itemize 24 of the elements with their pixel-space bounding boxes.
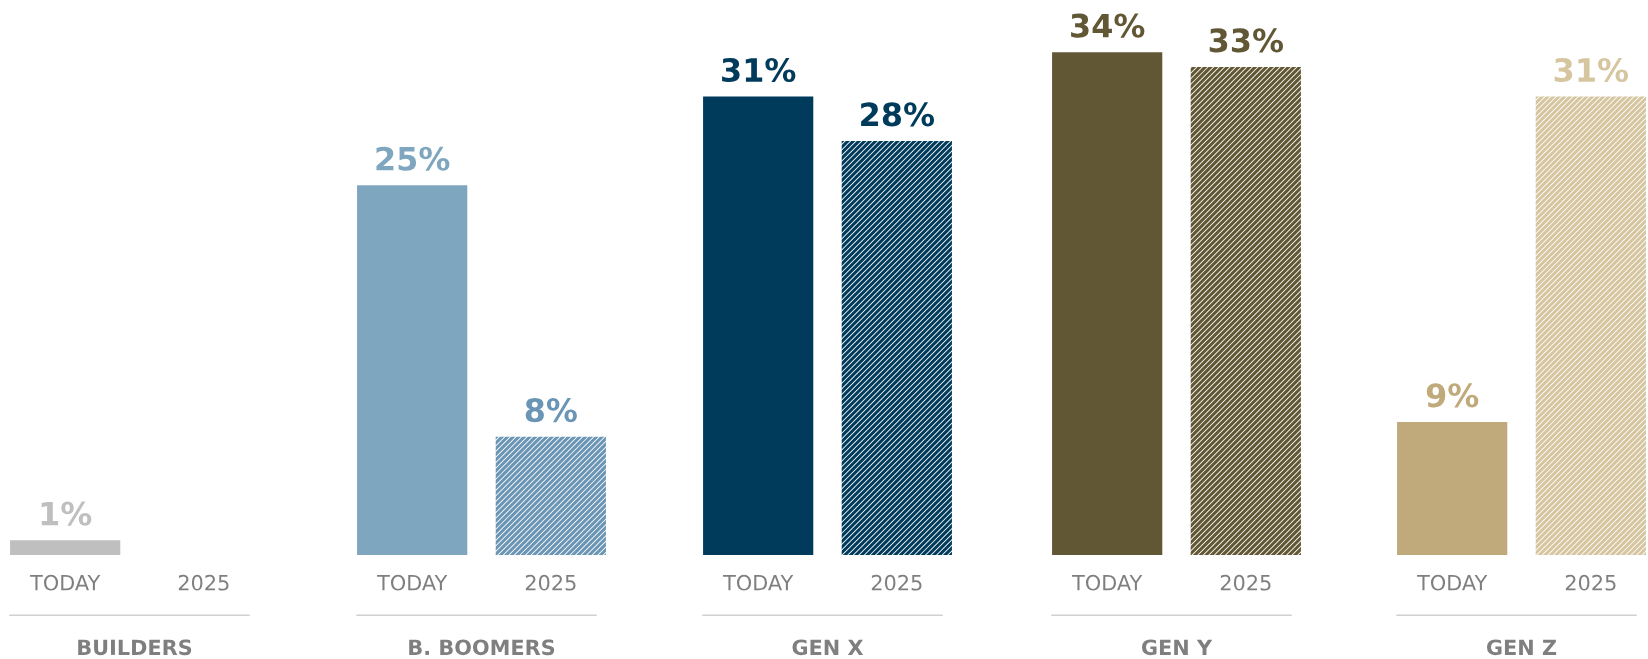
data-label: 8% [525, 398, 577, 423]
data-label: 31% [722, 57, 796, 83]
x-tick-label: TODAY [30, 574, 101, 591]
data-label: 31% [1554, 57, 1629, 83]
x-tick-label: 2025 [525, 574, 576, 591]
x-tick-label: 2025 [1220, 574, 1271, 591]
data-label: 1% [41, 501, 92, 526]
x-axis-title: GEN Z [1486, 639, 1557, 656]
x-tick-label: TODAY [1072, 574, 1143, 591]
data-label: 28% [861, 102, 935, 127]
data-label: 9% [1426, 383, 1479, 408]
x-tick-label: 2025 [178, 574, 229, 591]
x-axis-title: GEN X [792, 639, 864, 656]
x-tick-label: TODAY [377, 574, 448, 591]
x-tick-label: TODAY [723, 574, 794, 591]
data-label: 34% [1071, 13, 1145, 38]
x-tick-label: TODAY [1417, 574, 1488, 591]
x-tick-label: 2025 [1565, 574, 1616, 591]
x-axis-title: BUILDERS [78, 639, 192, 656]
data-label: 25% [376, 146, 450, 171]
x-tick-label: 2025 [871, 574, 922, 591]
data-label: 33% [1209, 28, 1284, 53]
x-axis-title: GEN Y [1141, 639, 1213, 656]
x-axis-title: B. BOOMERS [409, 639, 555, 656]
